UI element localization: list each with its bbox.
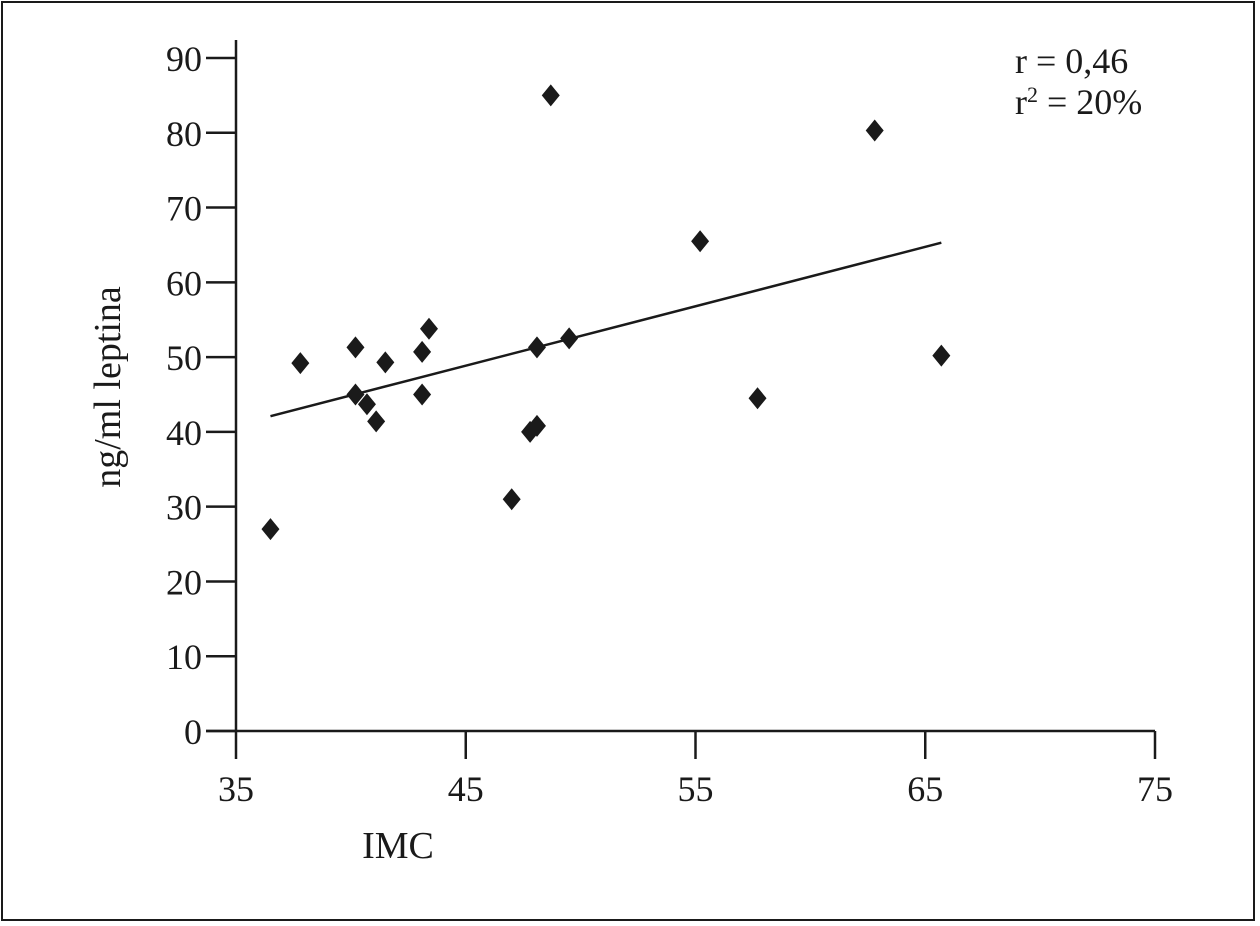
data-point bbox=[865, 119, 884, 142]
r-squared-superscript: 2 bbox=[1027, 82, 1038, 107]
x-axis-title: IMC bbox=[362, 825, 434, 867]
y-tick-label: 70 bbox=[166, 189, 202, 229]
data-point bbox=[932, 344, 951, 367]
data-point bbox=[748, 387, 767, 410]
x-tick-label: 55 bbox=[678, 769, 714, 809]
data-point bbox=[541, 84, 560, 107]
y-tick-label: 60 bbox=[166, 263, 202, 303]
y-axis-title: ng/ml leptina bbox=[87, 286, 129, 488]
data-point bbox=[261, 518, 280, 541]
y-tick-label: 30 bbox=[166, 488, 202, 528]
y-tick-label: 50 bbox=[166, 338, 202, 378]
x-tick-label: 75 bbox=[1137, 769, 1173, 809]
axes bbox=[206, 40, 1155, 733]
data-point bbox=[413, 340, 432, 363]
r-squared-label: r2 = 20% bbox=[1015, 82, 1142, 122]
y-tick-label: 10 bbox=[166, 637, 202, 677]
y-ticks: 0 10 20 30 40 50 60 70 80 90 bbox=[166, 39, 236, 752]
data-point bbox=[346, 383, 365, 406]
data-point bbox=[376, 351, 395, 374]
data-point bbox=[502, 488, 521, 511]
r-squared-suffix: = 20% bbox=[1038, 82, 1142, 122]
data-point bbox=[413, 383, 432, 406]
y-tick-label: 40 bbox=[166, 413, 202, 453]
r-value-label: r = 0,46 bbox=[1015, 41, 1128, 81]
data-point bbox=[419, 317, 438, 340]
y-tick-label: 80 bbox=[166, 114, 202, 154]
data-point bbox=[560, 327, 579, 350]
r-squared-prefix: r bbox=[1015, 82, 1027, 122]
x-tick-label: 45 bbox=[448, 769, 484, 809]
y-tick-label: 20 bbox=[166, 562, 202, 602]
trend-line bbox=[270, 241, 942, 418]
y-tick-label: 90 bbox=[166, 39, 202, 79]
y-tick-label: 0 bbox=[184, 712, 202, 752]
data-point bbox=[346, 336, 365, 359]
data-point bbox=[691, 230, 710, 253]
x-tick-label: 35 bbox=[218, 769, 254, 809]
data-points bbox=[261, 84, 951, 541]
data-point bbox=[357, 393, 376, 416]
x-ticks: 35 45 55 65 75 bbox=[218, 731, 1173, 809]
data-point bbox=[291, 352, 310, 375]
data-point bbox=[367, 410, 386, 433]
data-point bbox=[527, 336, 546, 359]
x-tick-label: 65 bbox=[907, 769, 943, 809]
data-point bbox=[527, 414, 546, 437]
